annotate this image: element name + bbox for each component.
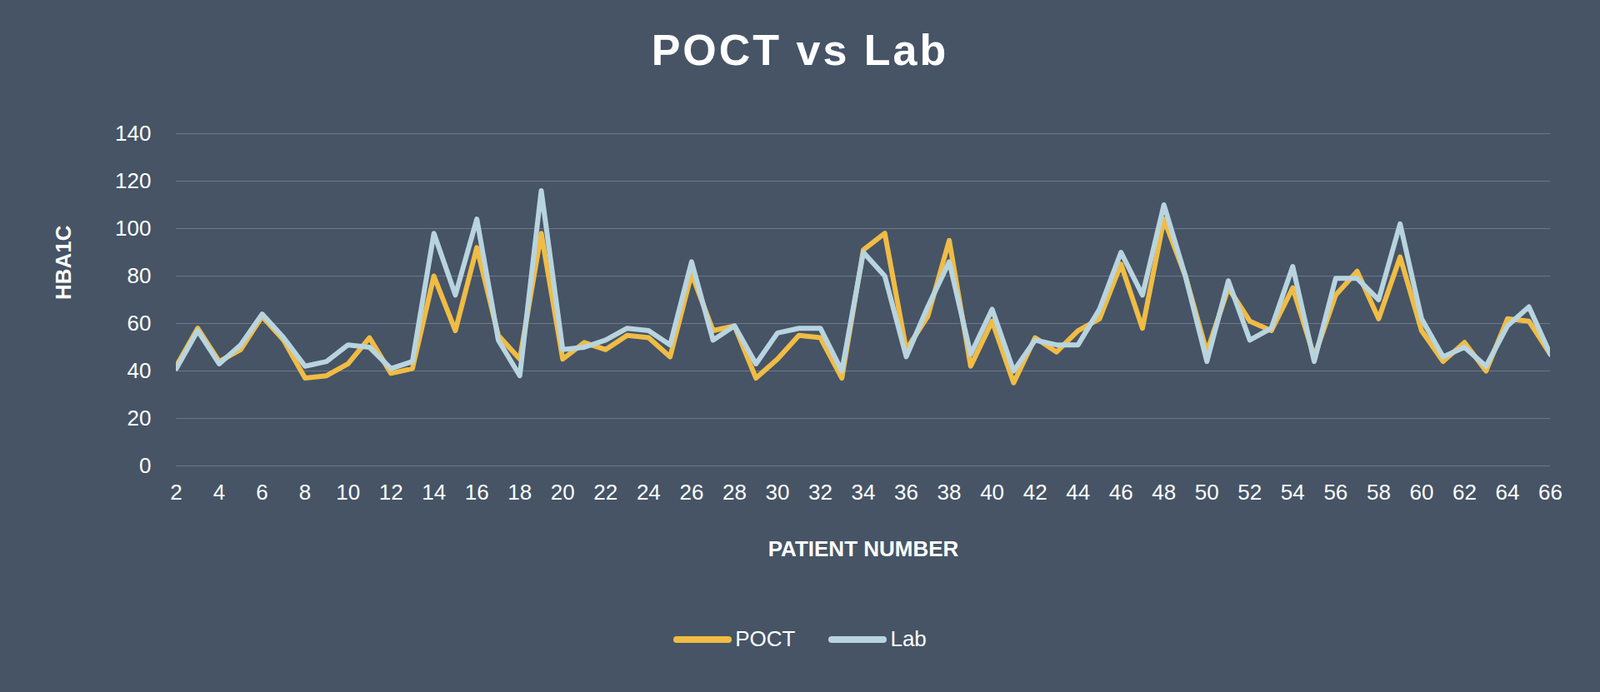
svg-text:20: 20	[550, 480, 575, 505]
svg-text:2: 2	[170, 480, 182, 505]
svg-text:16: 16	[465, 480, 490, 505]
svg-text:60: 60	[1409, 480, 1434, 505]
svg-text:8: 8	[299, 480, 311, 505]
svg-text:100: 100	[115, 215, 151, 241]
svg-text:14: 14	[421, 480, 446, 505]
svg-text:HBA1C: HBA1C	[50, 225, 76, 300]
svg-text:PATIENT NUMBER: PATIENT NUMBER	[768, 536, 960, 562]
svg-text:36: 36	[894, 480, 919, 505]
svg-text:54: 54	[1280, 480, 1305, 505]
svg-text:28: 28	[722, 480, 747, 505]
svg-text:18: 18	[507, 480, 532, 505]
svg-text:40: 40	[980, 480, 1005, 505]
svg-text:6: 6	[255, 480, 268, 505]
svg-text:58: 58	[1366, 480, 1391, 505]
svg-text:30: 30	[765, 480, 790, 505]
svg-text:24: 24	[636, 480, 661, 505]
svg-text:120: 120	[115, 168, 151, 194]
svg-text:12: 12	[379, 480, 404, 505]
svg-text:60: 60	[127, 310, 152, 336]
svg-text:48: 48	[1151, 480, 1176, 505]
svg-text:4: 4	[213, 480, 225, 505]
svg-text:140: 140	[115, 120, 151, 146]
svg-text:66: 66	[1538, 480, 1563, 505]
svg-text:46: 46	[1109, 480, 1134, 505]
svg-text:26: 26	[679, 480, 704, 505]
svg-text:40: 40	[127, 358, 152, 384]
svg-text:32: 32	[808, 480, 833, 505]
svg-text:44: 44	[1065, 480, 1090, 505]
html-text:POCT: POCT	[735, 626, 796, 652]
svg-text:62: 62	[1452, 480, 1477, 505]
svg-text:80: 80	[127, 263, 152, 289]
svg-text:10: 10	[335, 480, 360, 505]
svg-text:34: 34	[851, 480, 876, 505]
svg-text:0: 0	[139, 453, 151, 479]
svg-text:52: 52	[1237, 480, 1262, 505]
svg-text:42: 42	[1023, 480, 1048, 505]
svg-text:50: 50	[1195, 480, 1220, 505]
svg-text:56: 56	[1323, 480, 1348, 505]
svg-text:64: 64	[1495, 480, 1520, 505]
svg-text:20: 20	[127, 405, 152, 431]
html-text:POCT vs Lab: POCT vs Lab	[651, 25, 949, 75]
svg-text:38: 38	[937, 480, 962, 505]
html-text:Lab: Lab	[890, 626, 927, 652]
svg-text:22: 22	[593, 480, 618, 505]
